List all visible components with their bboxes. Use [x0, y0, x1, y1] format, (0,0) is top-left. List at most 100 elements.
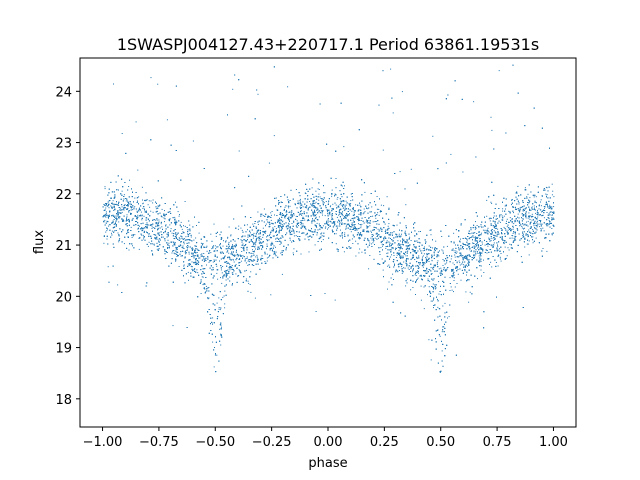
data-point [480, 252, 482, 254]
data-point [373, 240, 375, 242]
data-point [540, 199, 542, 201]
data-point [208, 297, 210, 299]
data-point [491, 266, 493, 268]
data-point [383, 205, 385, 207]
data-point [106, 230, 108, 232]
data-point [216, 272, 218, 274]
data-point [172, 325, 174, 327]
data-point [505, 205, 507, 207]
data-point [222, 296, 224, 298]
data-point [369, 225, 371, 227]
data-point [155, 208, 157, 210]
data-point [372, 242, 374, 244]
data-point [170, 228, 172, 230]
data-point [141, 219, 143, 221]
data-point [456, 261, 458, 263]
data-point [495, 262, 497, 263]
data-point [174, 216, 176, 218]
data-point [440, 267, 442, 269]
data-point [214, 347, 215, 348]
data-point [229, 264, 231, 266]
data-point [397, 253, 399, 254]
data-point [136, 197, 138, 199]
data-point [423, 308, 425, 310]
data-point [347, 219, 349, 221]
data-point [483, 259, 484, 261]
data-point [442, 265, 444, 266]
data-point [233, 248, 235, 250]
data-point [281, 221, 283, 223]
data-point [265, 223, 267, 225]
data-point [275, 228, 277, 230]
data-point [126, 214, 128, 216]
data-point [338, 206, 340, 208]
data-point [156, 218, 158, 220]
data-point [421, 275, 423, 277]
data-point [243, 250, 245, 252]
data-point [212, 261, 214, 263]
data-point [436, 254, 438, 256]
data-point [111, 232, 112, 234]
data-point [287, 225, 289, 227]
data-point [394, 265, 395, 267]
data-point [491, 129, 493, 131]
data-point [551, 234, 553, 236]
data-point [524, 187, 526, 189]
data-point [216, 265, 218, 267]
data-point [466, 258, 467, 260]
data-point [337, 197, 339, 198]
data-point [370, 243, 372, 245]
data-point [514, 219, 516, 221]
data-point [468, 261, 470, 263]
data-point [458, 260, 460, 262]
data-point [422, 247, 424, 249]
data-point [405, 242, 407, 244]
data-point [552, 190, 554, 192]
data-point [530, 227, 532, 229]
data-point [203, 258, 205, 260]
data-point [405, 204, 407, 206]
data-point [278, 220, 280, 221]
data-point [293, 214, 295, 216]
data-point [544, 238, 546, 239]
data-point [508, 249, 510, 251]
data-point [363, 208, 365, 210]
data-point [432, 283, 434, 285]
data-point [220, 324, 222, 326]
data-point [228, 226, 230, 228]
data-point [255, 256, 257, 258]
data-point [381, 243, 383, 245]
data-point [491, 202, 493, 204]
data-point [489, 240, 491, 242]
data-point [384, 237, 386, 239]
data-point [390, 68, 392, 70]
data-point [287, 86, 289, 88]
data-point [121, 190, 123, 192]
data-point [355, 204, 357, 206]
data-point [174, 238, 176, 240]
data-point [401, 266, 403, 268]
data-point [210, 252, 212, 254]
data-point [227, 236, 229, 238]
data-point [112, 203, 113, 205]
data-point [302, 216, 304, 218]
data-point [546, 250, 548, 252]
data-point [462, 255, 464, 256]
data-point [517, 216, 518, 218]
data-point [493, 230, 495, 232]
data-point [261, 213, 263, 215]
data-point [455, 252, 457, 254]
data-point [229, 266, 231, 268]
data-point [262, 215, 264, 217]
data-point [225, 273, 227, 275]
data-point [188, 279, 189, 281]
data-point [481, 226, 483, 228]
data-point [494, 221, 496, 223]
data-point [339, 235, 341, 237]
data-point [150, 210, 152, 212]
data-point [205, 260, 207, 262]
data-point [139, 215, 140, 217]
data-point [107, 266, 109, 268]
data-point [251, 239, 253, 241]
data-point [429, 269, 431, 271]
